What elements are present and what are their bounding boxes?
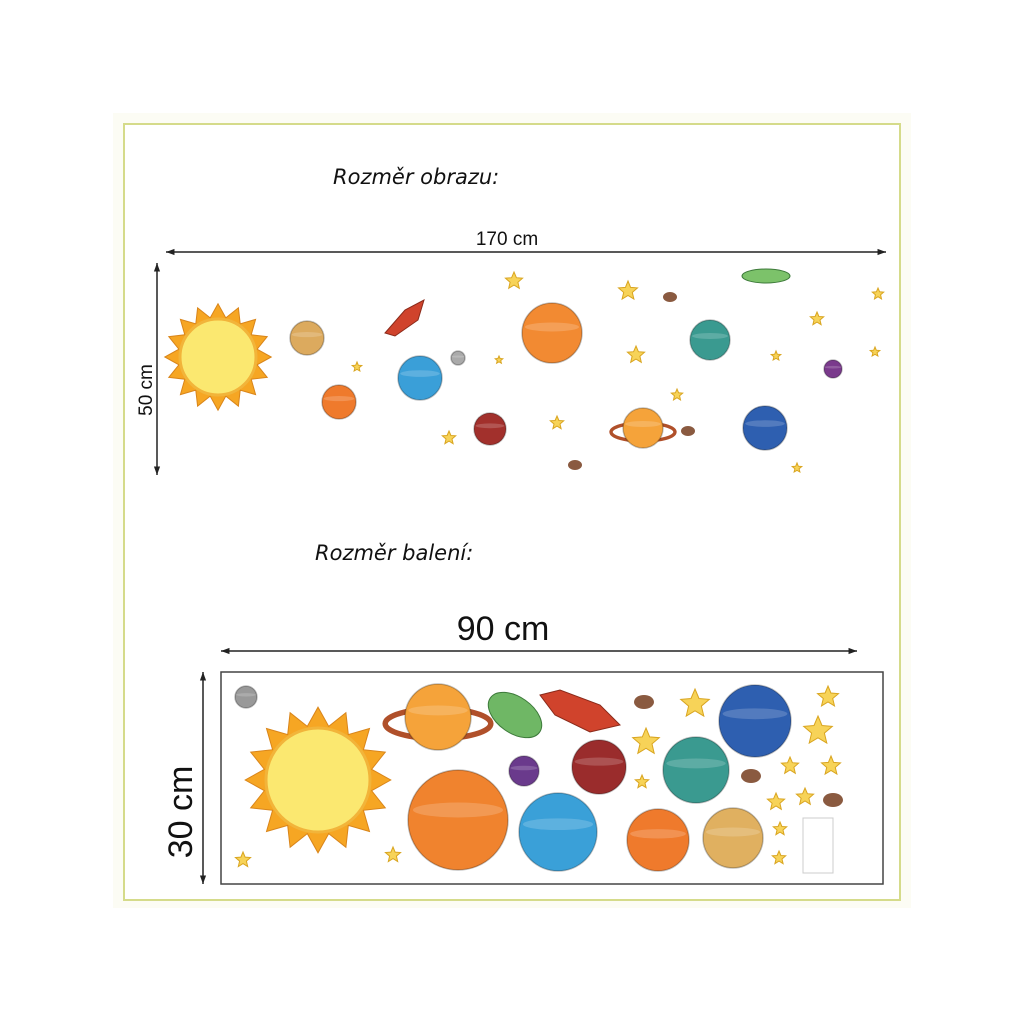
arrow-head	[221, 647, 230, 655]
star	[802, 714, 834, 745]
planet	[521, 302, 583, 364]
package-heading: Rozměr balení:	[315, 541, 473, 565]
rock	[568, 460, 582, 470]
picture-width: 170 cm	[476, 229, 538, 250]
star	[350, 360, 364, 373]
star	[679, 687, 711, 718]
package-box	[220, 671, 884, 885]
arrow-head	[199, 875, 207, 884]
star	[820, 754, 842, 776]
star	[549, 414, 565, 430]
planet	[742, 405, 788, 451]
planet	[518, 792, 598, 872]
planet	[404, 683, 472, 751]
planet-band	[522, 818, 594, 831]
rock	[634, 695, 654, 709]
star	[631, 726, 661, 755]
star	[626, 344, 646, 364]
planet-band	[706, 827, 760, 837]
planet-band	[291, 332, 323, 338]
planet-band	[475, 423, 505, 429]
planet	[508, 755, 540, 787]
arrow-head	[199, 672, 207, 681]
star	[634, 773, 650, 789]
planet	[689, 319, 731, 361]
planet	[662, 736, 730, 804]
planet-band	[510, 765, 538, 771]
rock	[741, 769, 761, 783]
planet-band	[722, 708, 788, 720]
star	[766, 791, 786, 811]
star	[795, 786, 815, 806]
planet	[321, 384, 357, 420]
arrow-head	[153, 466, 161, 475]
picture-heading: Rozměr obrazu:	[333, 165, 499, 189]
planet-band	[323, 396, 355, 402]
star	[868, 345, 882, 358]
star	[769, 349, 783, 362]
package-width: 90 cm	[457, 610, 550, 648]
star	[617, 279, 639, 301]
star	[441, 429, 457, 445]
planet-band	[666, 758, 726, 769]
arrow-head	[848, 647, 857, 655]
rocket	[384, 299, 425, 337]
planet-band	[824, 365, 842, 369]
planet-band	[236, 693, 256, 697]
rock	[681, 426, 695, 436]
planet	[571, 739, 627, 795]
rock	[663, 292, 677, 302]
mini-sticker	[802, 817, 834, 874]
sun	[264, 726, 372, 834]
planet	[234, 685, 258, 709]
rocket	[539, 689, 621, 733]
picture-height: 50 cm	[136, 364, 157, 416]
star	[871, 286, 885, 300]
star	[494, 354, 504, 365]
planet-band	[745, 420, 785, 427]
planet	[622, 407, 664, 449]
star	[780, 755, 800, 775]
planet	[289, 320, 325, 356]
sun	[178, 317, 258, 397]
planet	[718, 684, 792, 758]
planet	[407, 769, 509, 871]
star	[670, 387, 684, 401]
planet-band	[400, 370, 440, 377]
star	[234, 850, 252, 868]
planet	[473, 412, 507, 446]
arrow-head	[877, 248, 886, 256]
planet-band	[413, 802, 503, 818]
planet	[397, 355, 443, 401]
arrow-head	[166, 248, 175, 256]
planet	[702, 807, 764, 869]
star	[790, 461, 804, 474]
planet	[626, 808, 690, 872]
planet-band	[408, 705, 468, 716]
planet-band	[451, 355, 465, 358]
ufo	[741, 268, 791, 284]
planet	[823, 359, 843, 379]
arrow-head	[153, 263, 161, 272]
planet-band	[574, 757, 624, 766]
star	[809, 310, 825, 326]
planet-band	[692, 333, 728, 339]
star	[504, 270, 524, 290]
planet-band	[630, 829, 686, 839]
star	[771, 849, 787, 865]
star	[816, 684, 840, 707]
ufo	[487, 691, 543, 739]
planet-band	[525, 322, 579, 332]
star	[384, 845, 402, 863]
package-height: 30 cm	[162, 766, 200, 859]
rock	[823, 793, 843, 807]
planet-band	[625, 421, 661, 427]
planet	[450, 350, 466, 366]
star	[772, 820, 788, 836]
